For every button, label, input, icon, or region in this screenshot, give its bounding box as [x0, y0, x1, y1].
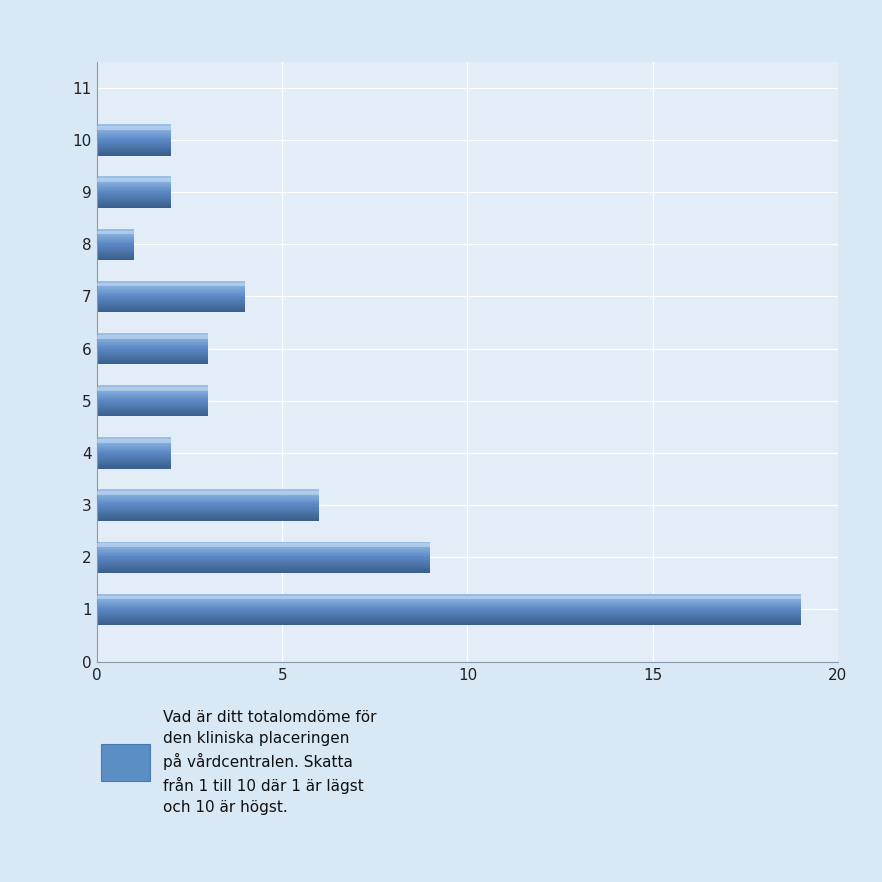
Bar: [97, 387, 208, 391]
Bar: [97, 335, 208, 339]
Text: Vad är ditt totalomdöme för
den kliniska placeringen
på vårdcentralen. Skatta
fr: Vad är ditt totalomdöme för den kliniska…: [163, 710, 377, 815]
Bar: [97, 439, 171, 443]
Bar: [97, 126, 171, 130]
Bar: [97, 230, 134, 235]
Bar: [97, 543, 430, 547]
Bar: [97, 491, 319, 495]
Bar: [97, 178, 171, 182]
Bar: [97, 595, 801, 600]
Bar: [97, 282, 245, 287]
